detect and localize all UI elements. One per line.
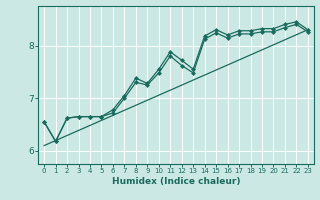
X-axis label: Humidex (Indice chaleur): Humidex (Indice chaleur) [112, 177, 240, 186]
